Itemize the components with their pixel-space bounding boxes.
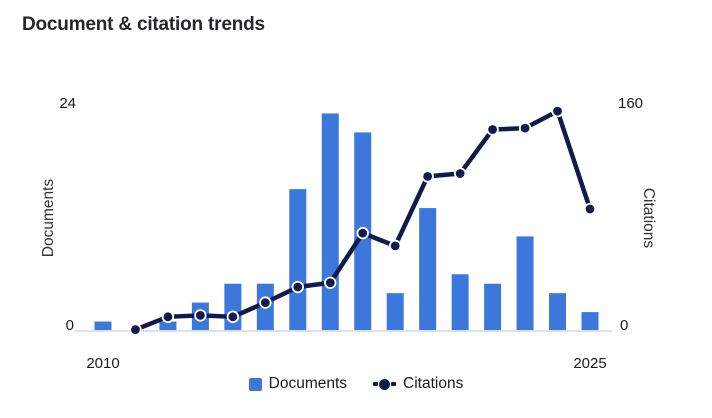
point-2013	[194, 309, 207, 322]
x-first-label: 2010	[86, 355, 120, 372]
y-right-min-label: 0	[620, 317, 629, 334]
bar-2012	[159, 321, 177, 330]
point-2012	[161, 310, 175, 324]
bar-2017	[321, 113, 339, 330]
point-2024	[551, 104, 564, 118]
y-left-max-label: 24	[59, 95, 76, 112]
point-2015	[259, 296, 272, 309]
y-right-max-label: 160	[618, 95, 644, 112]
point-2014	[226, 310, 240, 324]
bar-2023	[516, 236, 534, 330]
documents-legend-marker	[248, 377, 262, 391]
bar-2019	[386, 293, 404, 330]
legend-item-documents[interactable]: Documents	[248, 375, 348, 393]
point-2023	[518, 121, 532, 135]
legend-item-citations[interactable]: Citations	[373, 375, 463, 393]
point-2011	[129, 323, 142, 336]
point-2022	[486, 123, 499, 136]
chart-legend: Documents Citations	[0, 375, 712, 393]
point-2025	[583, 202, 597, 216]
bar-2014	[224, 283, 242, 330]
bar-2022	[484, 283, 502, 330]
point-2019	[389, 239, 402, 253]
bar-2016	[289, 189, 307, 330]
citations-legend-marker	[373, 378, 397, 390]
bar-2025	[581, 312, 599, 330]
citations-legend-label: Citations	[403, 375, 464, 392]
point-2021	[453, 167, 467, 180]
bar-2020	[419, 208, 437, 330]
point-2017	[324, 276, 337, 289]
point-2018	[356, 226, 369, 240]
point-2020	[421, 170, 434, 183]
bar-2010	[94, 321, 112, 330]
point-2016	[291, 280, 305, 294]
x-last-label: 2025	[573, 355, 607, 372]
bar-2021	[451, 274, 469, 330]
bar-2024	[549, 293, 567, 330]
y-left-min-label: 0	[65, 317, 74, 334]
documents-legend-label: Documents	[268, 375, 348, 392]
chart-title: Document & citation trends	[22, 14, 265, 35]
